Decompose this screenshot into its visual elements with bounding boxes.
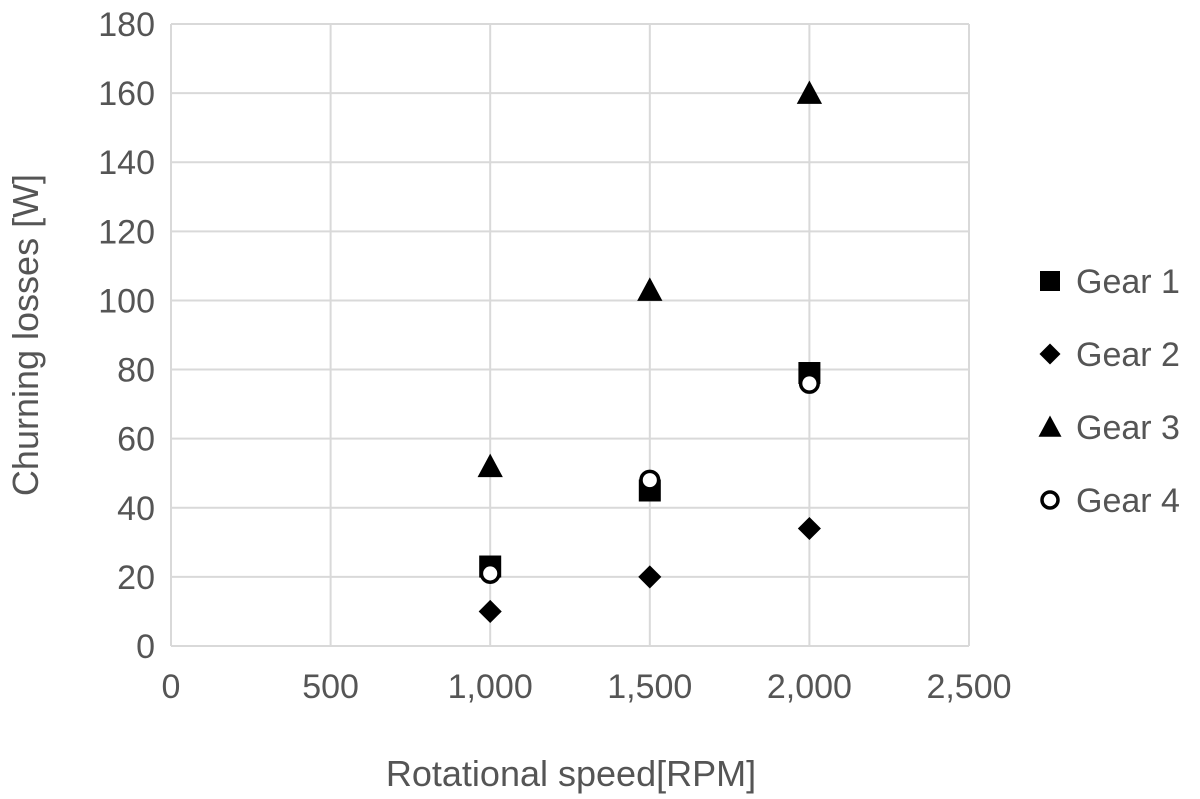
legend-marker-gear-2 (1039, 343, 1061, 365)
x-axis-title: Rotational speed[RPM] (386, 753, 756, 794)
x-tick-label: 1,000 (448, 668, 533, 706)
x-tick-label: 2,500 (926, 668, 1011, 706)
y-tick-label: 100 (98, 282, 155, 320)
gear-3-point (477, 453, 503, 478)
grid-lines (170, 23, 970, 647)
data-points (477, 80, 823, 623)
y-tick-label: 0 (136, 628, 155, 666)
legend-marker-gear-3 (1038, 415, 1062, 437)
gear-2-point (797, 516, 821, 541)
legend-item-gear-1: Gear 1 (1040, 263, 1180, 301)
y-axis-ticks: 0 20 40 60 80 100 120 140 160 180 (98, 6, 155, 666)
legend-label-gear-3: Gear 3 (1076, 409, 1180, 447)
gear-3-point (637, 277, 663, 301)
y-tick-label: 20 (117, 559, 155, 597)
y-tick-label: 40 (117, 490, 155, 528)
gear-4-point (639, 469, 661, 491)
gear-4-point (798, 372, 820, 394)
legend-item-gear-4: Gear 4 (1040, 482, 1180, 520)
legend-marker-gear-1 (1040, 271, 1060, 291)
x-axis-ticks: 0 500 1,000 1,500 2,000 2,500 (162, 668, 1012, 706)
x-tick-label: 500 (302, 668, 359, 706)
y-tick-label: 140 (98, 144, 155, 182)
gear-2-point (478, 599, 502, 623)
legend-item-gear-2: Gear 2 (1039, 336, 1180, 374)
legend-marker-gear-4 (1040, 490, 1060, 510)
y-tick-label: 180 (98, 6, 155, 44)
legend-item-gear-3: Gear 3 (1038, 409, 1180, 447)
legend: Gear 1 Gear 2 Gear 3 Gear 4 (1038, 263, 1180, 520)
gear-4-point (479, 562, 501, 584)
y-tick-label: 60 (117, 421, 155, 459)
x-tick-label: 1,500 (607, 668, 692, 706)
x-tick-label: 0 (162, 668, 181, 706)
y-axis-title: Churning losses [W] (5, 174, 46, 496)
gear-2-point (638, 565, 662, 589)
legend-label-gear-1: Gear 1 (1076, 263, 1180, 301)
x-tick-label: 2,000 (767, 668, 852, 706)
gear-3-point (796, 80, 823, 104)
y-tick-label: 120 (98, 213, 155, 251)
legend-label-gear-4: Gear 4 (1076, 482, 1180, 520)
legend-label-gear-2: Gear 2 (1076, 336, 1180, 374)
y-tick-label: 160 (98, 75, 155, 113)
y-tick-label: 80 (117, 352, 155, 390)
